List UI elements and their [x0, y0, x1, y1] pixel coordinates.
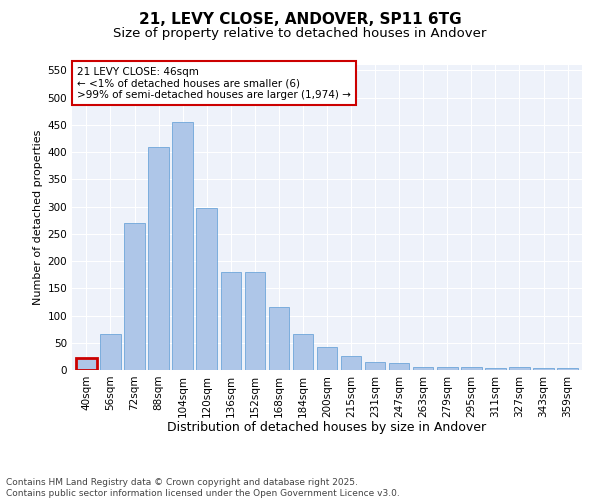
Bar: [100, 334, 121, 370]
Text: Size of property relative to detached houses in Andover: Size of property relative to detached ho…: [113, 28, 487, 40]
Bar: [76, 358, 97, 370]
Bar: [172, 122, 193, 370]
Bar: [365, 362, 385, 370]
Bar: [533, 368, 554, 370]
Bar: [148, 146, 169, 370]
Bar: [461, 368, 482, 370]
Bar: [389, 364, 409, 370]
Bar: [557, 368, 578, 370]
Bar: [509, 368, 530, 370]
Text: Contains HM Land Registry data © Crown copyright and database right 2025.
Contai: Contains HM Land Registry data © Crown c…: [6, 478, 400, 498]
Bar: [293, 334, 313, 370]
Bar: [437, 366, 458, 370]
Bar: [245, 272, 265, 370]
Bar: [124, 223, 145, 370]
Bar: [269, 308, 289, 370]
Bar: [341, 356, 361, 370]
Y-axis label: Number of detached properties: Number of detached properties: [33, 130, 43, 305]
Bar: [413, 368, 433, 370]
Bar: [221, 272, 241, 370]
Bar: [196, 208, 217, 370]
Bar: [317, 347, 337, 370]
X-axis label: Distribution of detached houses by size in Andover: Distribution of detached houses by size …: [167, 421, 487, 434]
Bar: [485, 368, 506, 370]
Text: 21 LEVY CLOSE: 46sqm
← <1% of detached houses are smaller (6)
>99% of semi-detac: 21 LEVY CLOSE: 46sqm ← <1% of detached h…: [77, 66, 351, 100]
Text: 21, LEVY CLOSE, ANDOVER, SP11 6TG: 21, LEVY CLOSE, ANDOVER, SP11 6TG: [139, 12, 461, 28]
